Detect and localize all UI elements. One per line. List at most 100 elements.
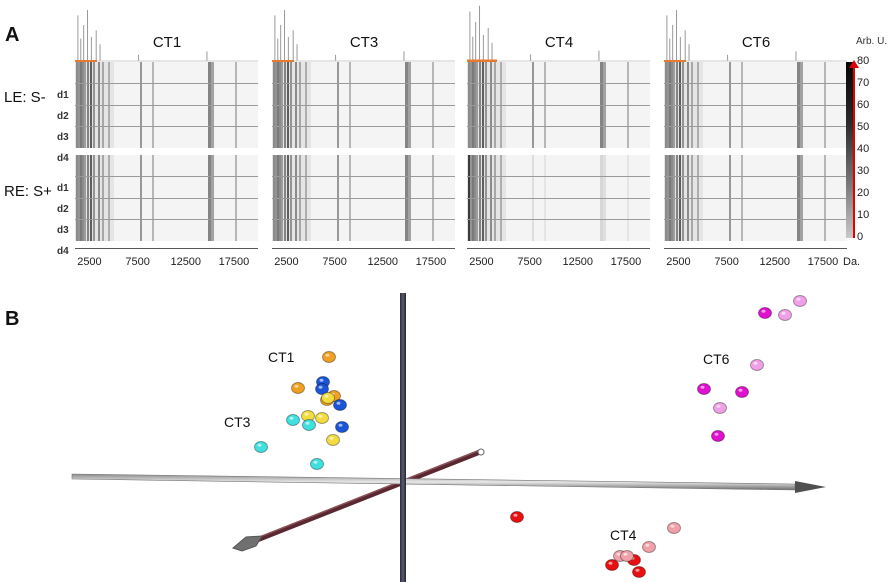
pca-point-highlight xyxy=(305,421,310,425)
colorbar-indicator-arrow xyxy=(849,60,859,68)
pca-point-highlight xyxy=(670,524,675,528)
lane-separator xyxy=(467,126,650,127)
lane-separator xyxy=(664,198,847,199)
pca-z-axis xyxy=(249,449,483,545)
pca-point xyxy=(632,566,646,578)
lane-separator xyxy=(467,219,650,220)
pca-point xyxy=(322,351,336,363)
colorbar-indicator xyxy=(853,66,855,238)
x-axis-ct1 xyxy=(75,248,258,249)
x-tick-label: 12500 xyxy=(759,256,791,268)
gel-ct1-le xyxy=(75,62,258,148)
pca-3d-plot: CT1 CT3 CT6 CT4 xyxy=(71,293,826,582)
x-tick-label: 17500 xyxy=(415,256,447,268)
pca-point-highlight xyxy=(319,378,324,382)
x-axis-ct6 xyxy=(664,248,847,249)
x-axis-ct3 xyxy=(272,248,455,249)
x-tick-label: 12500 xyxy=(367,256,399,268)
lane-separator xyxy=(664,105,847,106)
cluster-label-ct4: CT4 xyxy=(610,527,637,543)
pca-z-axis-end xyxy=(477,448,485,456)
lane-separator xyxy=(664,176,847,177)
spectrum-ct4 xyxy=(467,5,650,62)
spectrum-ct1 xyxy=(75,10,258,62)
gel-ct3-re xyxy=(272,155,455,241)
x-tick-label: 17500 xyxy=(218,256,250,268)
x-tick-label: 7500 xyxy=(517,256,542,268)
row-label-le-d2: d2 xyxy=(57,111,69,122)
pca-point-highlight xyxy=(623,552,628,556)
pca-point-highlight xyxy=(324,394,329,398)
lane-separator xyxy=(272,219,455,220)
gel-ct4-re xyxy=(467,155,650,241)
x-tick-label: 7500 xyxy=(125,256,150,268)
pca-point xyxy=(302,419,316,431)
row-label-re-d4: d4 xyxy=(57,246,69,257)
pca-point xyxy=(315,383,329,395)
colorbar-tick-label: 10 xyxy=(857,209,870,221)
pca-point-highlight xyxy=(329,436,334,440)
pca-point-highlight xyxy=(513,513,518,517)
pca-point-highlight xyxy=(753,361,758,365)
pca-point-highlight xyxy=(304,412,309,416)
panel-b-letter: B xyxy=(5,308,20,330)
pca-point xyxy=(335,421,349,433)
lane-separator xyxy=(75,219,258,220)
x-tick-label: 7500 xyxy=(322,256,347,268)
pca-point xyxy=(286,414,300,426)
pca-point-highlight xyxy=(645,543,650,547)
pca-point-highlight xyxy=(738,388,743,392)
colorbar-tick-label: 40 xyxy=(857,143,870,155)
lane-separator xyxy=(75,83,258,84)
lane-separator xyxy=(467,198,650,199)
gel-ct4-le xyxy=(467,62,650,148)
row-label-re-d3: d3 xyxy=(57,225,69,236)
panel-title-ct6: CT6 xyxy=(741,34,771,51)
pca-point xyxy=(793,295,807,307)
pca-y-axis xyxy=(400,293,406,582)
pca-point-highlight xyxy=(781,311,786,315)
x-tick-label: 2500 xyxy=(469,256,494,268)
pca-point xyxy=(291,382,305,394)
pca-point-highlight xyxy=(608,561,613,565)
row-label-le-d3: d3 xyxy=(57,132,69,143)
gel-ct1-re xyxy=(75,155,258,241)
pca-x-axis xyxy=(71,473,796,491)
pca-point-highlight xyxy=(761,309,766,313)
pca-point xyxy=(315,412,329,424)
lane-separator xyxy=(467,105,650,106)
pca-point-highlight xyxy=(338,423,343,427)
pca-point xyxy=(758,307,772,319)
lane-separator xyxy=(272,105,455,106)
pca-point xyxy=(735,386,749,398)
pca-point-highlight xyxy=(700,385,705,389)
pca-point-highlight xyxy=(714,432,719,436)
lane-separator xyxy=(75,105,258,106)
pca-point-highlight xyxy=(635,568,640,572)
pca-point-highlight xyxy=(294,384,299,388)
pca-point xyxy=(713,402,727,414)
gel-ct6-le xyxy=(664,62,847,148)
pca-point xyxy=(667,522,681,534)
pca-point xyxy=(321,392,335,404)
pca-point xyxy=(697,383,711,395)
pca-point-highlight xyxy=(325,353,330,357)
x-axis-ct4 xyxy=(467,248,650,249)
cluster-label-ct3: CT3 xyxy=(224,414,251,430)
pca-point xyxy=(642,541,656,553)
pca-point xyxy=(778,309,792,321)
row-label-le-d4: d4 xyxy=(57,153,69,164)
row-label-re-d1: d1 xyxy=(57,183,69,194)
x-tick-label: 2500 xyxy=(666,256,691,268)
gel-ct3-le xyxy=(272,62,455,148)
lane-separator xyxy=(75,176,258,177)
pca-point-highlight xyxy=(318,385,323,389)
pca-point xyxy=(310,458,324,470)
x-unit-label: Da. xyxy=(843,256,861,268)
x-tick-label: 2500 xyxy=(77,256,102,268)
pca-z-axis-arrowhead xyxy=(231,535,263,552)
pca-point-highlight xyxy=(616,552,621,556)
colorbar-tick-label: 50 xyxy=(857,121,870,133)
colorbar-tick-label: 60 xyxy=(857,99,870,111)
lane-separator xyxy=(664,219,847,220)
